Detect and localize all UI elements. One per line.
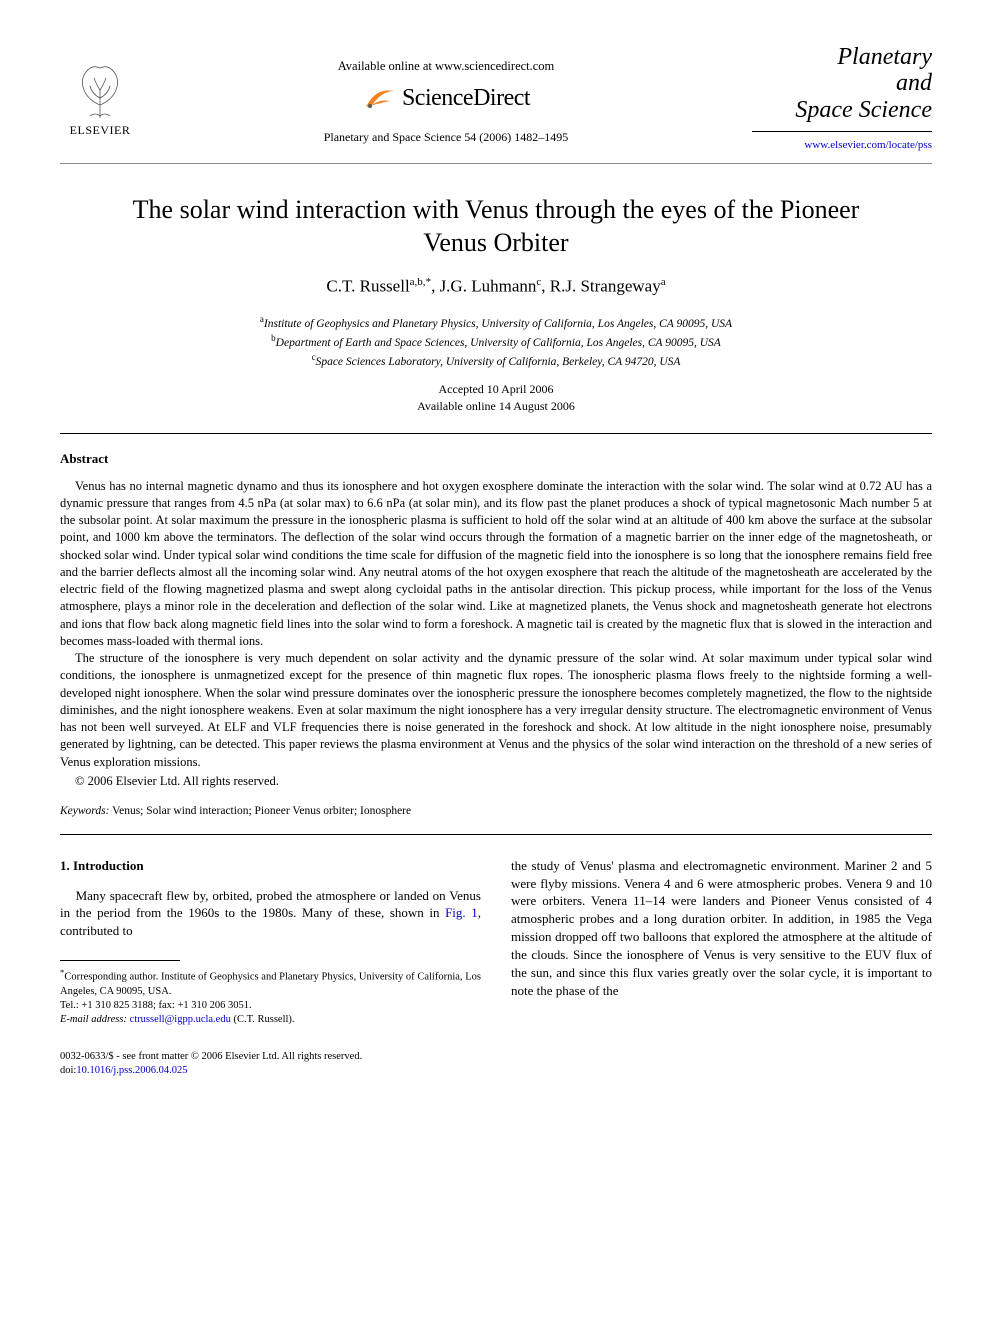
doi-link[interactable]: 10.1016/j.pss.2006.04.025 (76, 1065, 187, 1076)
author-3: , R.J. Strangeway (541, 277, 660, 296)
journal-url-link[interactable]: www.elsevier.com/locate/pss (804, 139, 932, 151)
footnote-email: E-mail address: ctrussell@igpp.ucla.edu … (60, 1013, 481, 1027)
footer-left: 0032-0633/$ - see front matter © 2006 El… (60, 1050, 362, 1078)
journal-block: Planetary and Space Science www.elsevier… (752, 44, 932, 155)
footnote-rule (60, 960, 180, 961)
intro-p1-pre: Many spacecraft flew by, orbited, probed… (60, 888, 481, 921)
header-center: Available online at www.sciencedirect.co… (140, 40, 752, 145)
abstract-p1: Venus has no internal magnetic dynamo an… (60, 478, 932, 651)
article-title: The solar wind interaction with Venus th… (100, 194, 892, 259)
journal-rule (752, 131, 932, 132)
sciencedirect-logo: ScienceDirect (140, 81, 752, 115)
copyright-line: © 2006 Elsevier Ltd. All rights reserved… (60, 773, 932, 790)
intro-p1-cont: the study of Venus' plasma and electroma… (511, 857, 932, 1001)
author-2: , J.G. Luhmann (431, 277, 536, 296)
affiliation-c: Space Sciences Laboratory, University of… (316, 355, 681, 367)
publisher-logo-block: ELSEVIER (60, 50, 140, 138)
abstract-heading: Abstract (60, 450, 932, 468)
citation-line: Planetary and Space Science 54 (2006) 14… (140, 129, 752, 145)
journal-title-l1: Planetary (837, 44, 932, 70)
author-1-sup: a,b, (410, 276, 426, 288)
header-divider (60, 163, 932, 164)
author-1: C.T. Russell (326, 277, 409, 296)
journal-title-l2: and (896, 70, 932, 96)
doi-label: doi: (60, 1065, 76, 1076)
abstract-bottom-rule (60, 834, 932, 835)
author-3-sup: a (661, 276, 666, 288)
affiliation-b: Department of Earth and Space Sciences, … (276, 336, 721, 348)
email-label: E-mail address: (60, 1014, 127, 1025)
keywords-label: Keywords: (60, 805, 109, 817)
abstract-p2: The structure of the ionosphere is very … (60, 650, 932, 771)
keywords-line: Keywords: Venus; Solar wind interaction;… (60, 804, 932, 820)
doi-line: doi:10.1016/j.pss.2006.04.025 (60, 1064, 362, 1078)
affiliations: aInstitute of Geophysics and Planetary P… (60, 313, 932, 370)
fig-1-link[interactable]: Fig. 1 (445, 905, 478, 920)
page-header: ELSEVIER Available online at www.science… (60, 40, 932, 155)
sciencedirect-text: ScienceDirect (402, 82, 530, 114)
accepted-date: Accepted 10 April 2006 (60, 381, 932, 398)
publisher-label: ELSEVIER (70, 122, 131, 138)
available-date: Available online 14 August 2006 (60, 398, 932, 415)
keywords-text: Venus; Solar wind interaction; Pioneer V… (109, 805, 411, 817)
footnote-tel: Tel.: +1 310 825 3188; fax: +1 310 206 3… (60, 999, 481, 1013)
column-right: the study of Venus' plasma and electroma… (511, 857, 932, 1028)
email-who: (C.T. Russell). (231, 1014, 295, 1025)
sciencedirect-swoosh-icon (362, 81, 396, 115)
footnote-corr: *Corresponding author. Institute of Geop… (60, 967, 481, 999)
authors-line: C.T. Russella,b,*, J.G. Luhmannc, R.J. S… (60, 275, 932, 299)
journal-title-l3: Space Science (795, 97, 932, 123)
affiliation-a: Institute of Geophysics and Planetary Ph… (264, 317, 732, 329)
page-footer: 0032-0633/$ - see front matter © 2006 El… (60, 1050, 932, 1078)
corresponding-footnote: *Corresponding author. Institute of Geop… (60, 967, 481, 1027)
journal-title: Planetary and Space Science (752, 44, 932, 123)
email-link[interactable]: ctrussell@igpp.ucla.edu (130, 1014, 231, 1025)
available-online-text: Available online at www.sciencedirect.co… (140, 58, 752, 75)
elsevier-tree-icon (70, 50, 130, 120)
intro-p1: Many spacecraft flew by, orbited, probed… (60, 887, 481, 941)
abstract-top-rule (60, 433, 932, 434)
front-matter: 0032-0633/$ - see front matter © 2006 El… (60, 1050, 362, 1064)
intro-heading: 1. Introduction (60, 857, 481, 875)
article-dates: Accepted 10 April 2006 Available online … (60, 381, 932, 415)
body-columns: 1. Introduction Many spacecraft flew by,… (60, 857, 932, 1028)
abstract-body: Venus has no internal magnetic dynamo an… (60, 478, 932, 791)
column-left: 1. Introduction Many spacecraft flew by,… (60, 857, 481, 1028)
